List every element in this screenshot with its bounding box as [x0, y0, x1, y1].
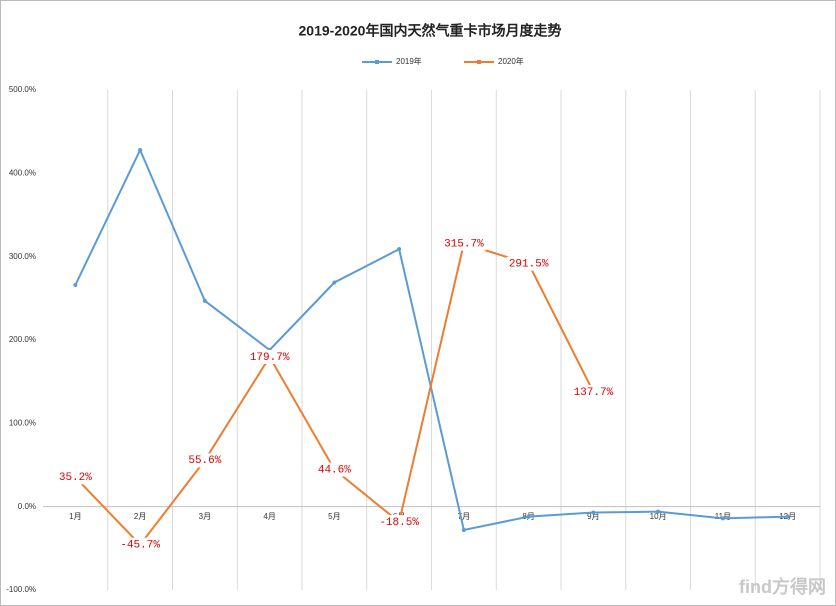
x-tick-label: 9月 — [587, 512, 599, 521]
data-label-bg — [53, 470, 98, 485]
point — [332, 280, 337, 285]
y-tick-label: -100.0% — [6, 585, 36, 594]
data-label: 35.2% — [59, 472, 92, 484]
data-label: -45.7% — [120, 540, 160, 552]
x-tick-label: 2月 — [134, 512, 146, 521]
chart-title: 2019-2020年国内天然气重卡市场月度走势 — [299, 23, 562, 39]
data-label: 291.5% — [509, 259, 549, 271]
point — [202, 298, 207, 303]
point — [591, 510, 596, 515]
point — [461, 528, 466, 532]
data-label: 179.7% — [250, 352, 290, 364]
x-tick-label: 3月 — [199, 512, 211, 521]
data-label: -18.5% — [379, 517, 419, 529]
point — [656, 509, 661, 514]
y-tick-label: 400.0% — [9, 168, 36, 177]
y-tick-label: 200.0% — [9, 335, 36, 344]
point — [526, 514, 531, 519]
data-label-bg — [118, 537, 163, 552]
watermark: find方得网 — [739, 576, 826, 597]
data-label: 55.6% — [188, 455, 221, 467]
data-label: 44.6% — [318, 464, 351, 476]
x-tick-label: 7月 — [458, 512, 470, 521]
y-tick-label: 0.0% — [18, 502, 36, 511]
data-label: 137.7% — [574, 387, 614, 399]
x-tick-label: 5月 — [328, 512, 340, 521]
data-label-bg — [312, 462, 357, 477]
data-label-bg — [571, 384, 616, 399]
y-tick-label: 300.0% — [9, 252, 36, 261]
data-label-bg — [377, 515, 422, 530]
series-line — [74, 147, 788, 532]
y-tick-label: 100.0% — [9, 418, 36, 427]
data-label: 315.7% — [444, 238, 484, 250]
legend-marker — [375, 60, 379, 64]
data-label-bg — [506, 256, 551, 271]
data-label-bg — [441, 236, 486, 251]
legend-marker — [477, 60, 481, 64]
point — [73, 283, 78, 287]
legend-label: 2020年 — [498, 56, 524, 66]
x-tick-label: 11月 — [715, 512, 731, 521]
point — [397, 247, 402, 252]
x-tick-label: 10月 — [650, 512, 667, 521]
point — [138, 148, 143, 152]
legend-label: 2019年 — [396, 56, 422, 66]
data-label-bg — [247, 349, 292, 364]
point — [785, 514, 790, 519]
point — [720, 516, 725, 521]
data-label-bg — [182, 453, 227, 468]
x-tick-label: 4月 — [263, 512, 275, 521]
x-tick-label: 1月 — [69, 512, 81, 521]
y-tick-label: 500.0% — [9, 85, 36, 94]
